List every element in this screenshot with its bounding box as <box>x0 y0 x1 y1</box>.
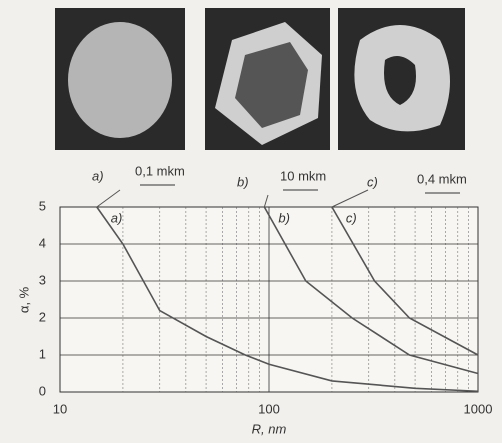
y-tick-label: 0 <box>39 383 46 398</box>
x-tick-label: 100 <box>258 401 280 416</box>
panel-label: a) <box>92 168 104 183</box>
panel-label: b) <box>237 174 249 189</box>
scale-label: 0,1 mkm <box>135 163 185 178</box>
x-axis-label: R, nm <box>252 421 287 436</box>
curve-label: b) <box>278 210 290 225</box>
y-tick-label: 1 <box>39 346 46 361</box>
panel-label: c) <box>367 174 378 189</box>
particle-a <box>68 22 172 138</box>
y-tick-label: 5 <box>39 198 46 213</box>
curve-label: a) <box>111 210 123 225</box>
y-axis-label: α, % <box>16 286 31 313</box>
y-tick-label: 4 <box>39 235 46 250</box>
scale-label: 0,4 mkm <box>417 171 467 186</box>
y-tick-label: 2 <box>39 309 46 324</box>
scale-label: 10 mkm <box>280 168 326 183</box>
figure: a) 0,1 mkm b) 10 mkm c) 0,4 mkm 0 1 2 3 4 5 10… <box>0 0 502 443</box>
curve-label: c) <box>346 210 357 225</box>
x-tick-label: 1000 <box>464 401 493 416</box>
y-tick-label: 3 <box>39 272 46 287</box>
x-tick-label: 10 <box>53 401 67 416</box>
